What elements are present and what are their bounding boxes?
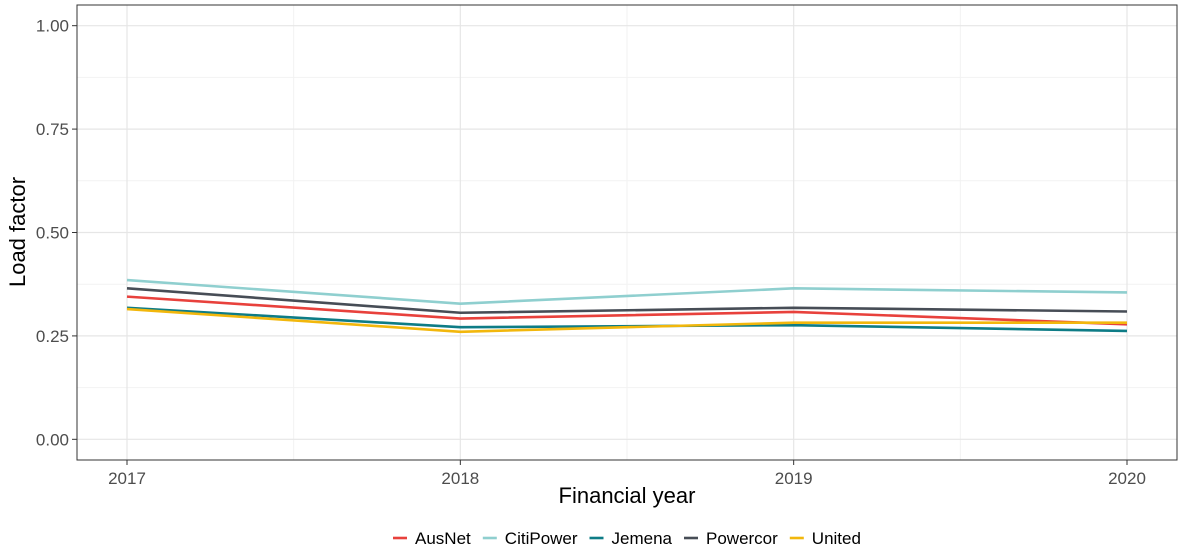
legend-item-united: United	[789, 529, 861, 548]
x-tick-label: 2019	[775, 469, 813, 488]
legend-item-jemena: Jemena	[589, 529, 673, 548]
legend-label-powercor: Powercor	[706, 529, 778, 548]
legend-label-citipower: CitiPower	[505, 529, 578, 548]
x-tick-label: 2018	[441, 469, 479, 488]
y-tick-label: 1.00	[36, 17, 69, 36]
series-lines	[126, 278, 1128, 334]
y-axis-title: Load factor	[5, 177, 30, 287]
series-line-citipower	[126, 278, 1128, 305]
legend-label-ausnet: AusNet	[415, 529, 471, 548]
legend-label-united: United	[812, 529, 861, 548]
y-tick-label: 0.75	[36, 120, 69, 139]
x-tick-label: 2017	[108, 469, 146, 488]
y-axis: 0.00 0.25 0.50 0.75 1.00	[36, 17, 77, 449]
series-line-ausnet	[126, 295, 1128, 326]
series-line-united	[126, 307, 1127, 334]
x-axis: 2017 2018 2019 2020	[108, 460, 1146, 488]
series-line-powercor	[126, 287, 1128, 315]
legend-item-ausnet: AusNet	[393, 529, 471, 548]
legend-label-jemena: Jemena	[612, 529, 673, 548]
y-tick-label: 0.50	[36, 224, 69, 243]
grid	[77, 5, 1177, 460]
y-tick-label: 0.25	[36, 327, 69, 346]
legend: AusNet CitiPower Jemena Powercor United	[393, 529, 861, 548]
x-axis-title: Financial year	[559, 483, 696, 508]
legend-item-citipower: CitiPower	[482, 529, 578, 548]
legend-item-powercor: Powercor	[684, 529, 778, 548]
x-tick-label: 2020	[1108, 469, 1146, 488]
y-tick-label: 0.00	[36, 430, 69, 449]
